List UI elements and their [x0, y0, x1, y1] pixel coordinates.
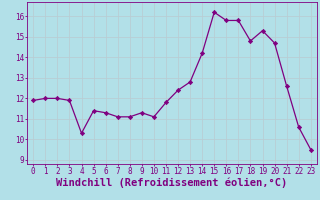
X-axis label: Windchill (Refroidissement éolien,°C): Windchill (Refroidissement éolien,°C)	[56, 177, 288, 188]
